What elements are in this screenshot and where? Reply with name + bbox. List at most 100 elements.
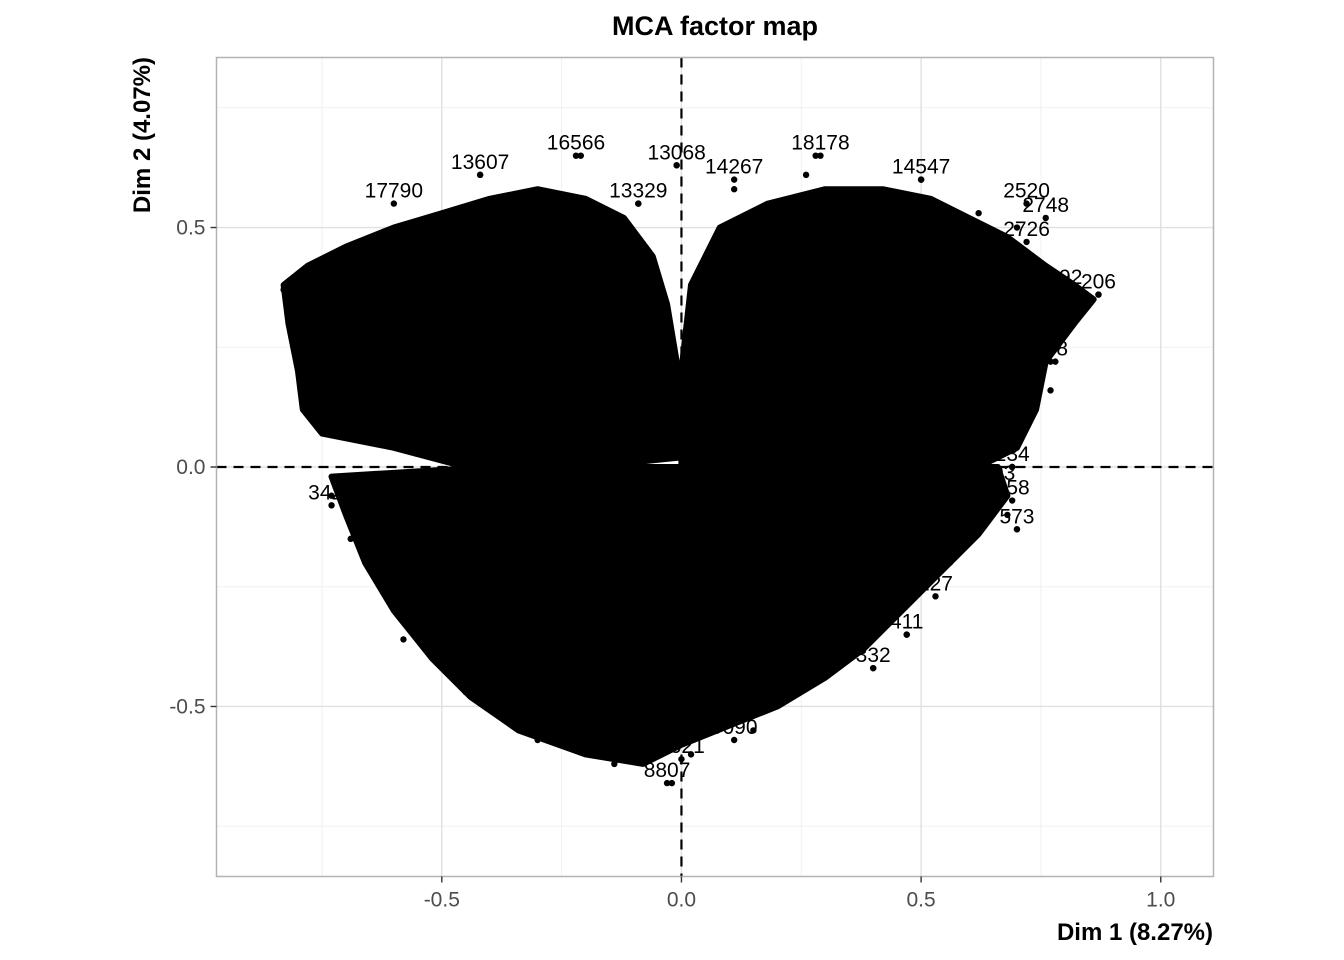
point-label-13: 206 <box>1081 271 1116 294</box>
point-label-9: 2748 <box>1022 194 1069 217</box>
data-point-36 <box>1023 339 1030 346</box>
data-point-15 <box>1013 435 1021 442</box>
labeled-point-25 <box>869 664 877 672</box>
data-point-38 <box>841 655 848 662</box>
labeled-point-18 <box>1008 463 1016 471</box>
data-point-4 <box>802 171 810 179</box>
y-tick-label-2: 0.5 <box>176 217 205 240</box>
labeled-point-27 <box>730 736 738 744</box>
data-point-3 <box>812 152 819 159</box>
labeled-point-4 <box>817 152 824 159</box>
point-label-0: 16566 <box>547 132 605 155</box>
labeled-point-24 <box>903 631 910 638</box>
point-label-15: 48 <box>1029 314 1052 337</box>
point-label-19: 403 <box>980 462 1015 485</box>
point-label-5: 14547 <box>892 156 950 179</box>
labeled-point-23 <box>932 593 939 600</box>
labeled-point-2 <box>673 162 680 169</box>
x-axis-title: Dim 1 (8.27%) <box>1057 919 1213 946</box>
labeled-point-19 <box>994 482 1002 490</box>
labeled-point-3 <box>730 176 738 183</box>
labeled-point-31 <box>328 502 335 509</box>
data-point-7 <box>975 209 982 217</box>
point-label-11: 2674 <box>1008 266 1055 289</box>
y-axis-ticks: -0.5 0.0 0.5 <box>169 217 217 718</box>
data-point-13 <box>1047 387 1054 394</box>
point-clusters <box>280 186 1097 767</box>
labeled-point-8 <box>1023 200 1030 207</box>
data-point-23 <box>683 736 690 744</box>
data-point-11 <box>1042 300 1049 308</box>
labeled-point-12 <box>1061 286 1069 293</box>
point-label-17: 209 <box>999 376 1034 399</box>
data-point-32 <box>280 286 287 293</box>
point-label-30: 1936 <box>591 740 638 763</box>
point-label-7: 13329 <box>609 180 667 203</box>
data-points <box>280 152 1102 787</box>
data-point-33 <box>289 320 297 327</box>
point-label-12: 192 <box>1047 266 1082 289</box>
labeled-point-29 <box>663 779 671 787</box>
labeled-point-0 <box>572 152 580 159</box>
data-point-35 <box>965 267 973 274</box>
data-point-25 <box>668 779 676 787</box>
point-label-16: 338 <box>1033 338 1068 361</box>
labeled-point-22 <box>889 593 896 600</box>
y-tick-label-0: -0.5 <box>169 695 205 718</box>
labeled-point-13 <box>1095 291 1102 298</box>
point-cluster-1 <box>678 186 1097 480</box>
y-tick-label-1: 0.0 <box>176 456 205 479</box>
labeled-point-21 <box>1013 526 1021 533</box>
labeled-point-28 <box>678 755 685 763</box>
data-point-12 <box>1052 358 1059 365</box>
data-point-28 <box>400 636 407 643</box>
labeled-point-14 <box>1047 305 1054 313</box>
point-label-21: 573 <box>999 505 1034 528</box>
labeled-point-9 <box>1042 214 1049 222</box>
point-label-8: 2520 <box>1003 180 1050 203</box>
labeled-point-7 <box>635 200 642 207</box>
x-tick-label-3: 1.0 <box>1146 889 1175 912</box>
point-label-2: 13068 <box>647 141 705 164</box>
labeled-point-1 <box>476 171 484 179</box>
data-point-26 <box>639 755 647 763</box>
point-label-20: 258 <box>995 477 1030 500</box>
point-label-4: 18178 <box>791 132 849 155</box>
data-point-9 <box>1066 286 1073 293</box>
point-label-18: 234 <box>995 443 1030 466</box>
x-tick-label-1: 0.0 <box>667 889 696 912</box>
labeled-point-30 <box>611 760 618 768</box>
point-label-1: 13607 <box>451 151 509 174</box>
point-label-26: 19476 <box>724 682 782 705</box>
point-cluster-0 <box>280 186 685 470</box>
data-point-24 <box>687 751 695 758</box>
data-point-0 <box>577 152 584 159</box>
point-label-24: 411 <box>890 611 923 634</box>
reference-lines <box>216 57 1214 877</box>
labeled-point-10 <box>1023 238 1030 246</box>
point-label-31: 3427 <box>308 481 355 504</box>
data-point-8 <box>1013 224 1021 231</box>
labeled-point-11 <box>1028 286 1035 293</box>
x-axis-ticks: -0.5 0.0 0.5 1.0 <box>424 876 1175 912</box>
data-point-29 <box>347 535 354 543</box>
point-label-27: 9090 <box>711 716 758 739</box>
x-tick-label-0: -0.5 <box>424 889 460 912</box>
point-label-25: 332 <box>856 644 891 667</box>
data-point-27 <box>534 736 541 744</box>
labeled-point-15 <box>1037 334 1045 341</box>
x-tick-label-2: 0.5 <box>907 889 936 912</box>
data-point-31 <box>299 358 306 365</box>
data-point-19 <box>922 583 930 590</box>
data-point-17 <box>1004 511 1011 519</box>
point-label-10: 2726 <box>1003 218 1050 241</box>
point-label-14: 197 <box>1033 285 1068 308</box>
labeled-point-16 <box>1047 358 1054 365</box>
point-label-23: 227 <box>918 572 953 595</box>
point-label-22: 330 <box>875 572 910 595</box>
data-point-22 <box>750 727 757 734</box>
data-point-37 <box>946 559 954 566</box>
labeled-point-6 <box>390 200 398 207</box>
